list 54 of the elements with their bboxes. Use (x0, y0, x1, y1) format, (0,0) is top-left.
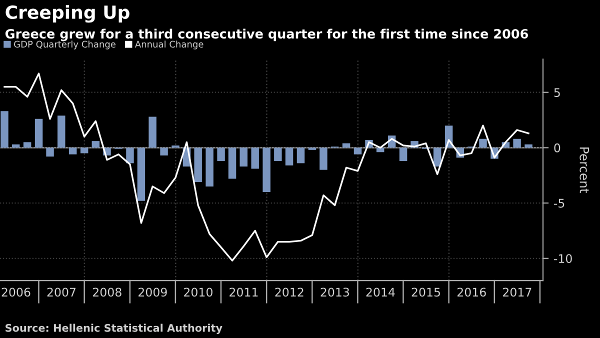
y-tick-label: 0 (554, 143, 560, 152)
bar (320, 148, 328, 170)
bar (148, 116, 156, 148)
x-tick-label: 2016 (457, 288, 486, 297)
x-tick-label: 2008 (92, 288, 122, 297)
bar (240, 148, 248, 167)
x-tick-label: 2014 (366, 288, 395, 297)
bar (46, 148, 54, 157)
x-tick-label: 2015 (412, 288, 440, 297)
x-tick-label: 2009 (138, 288, 167, 297)
chart-title: Creeping Up (6, 5, 130, 23)
source-note: Source: Hellenic Statistical Authority (6, 324, 222, 334)
bar (137, 148, 146, 201)
legend-label: GDP Quarterly Change (14, 40, 116, 50)
bar (68, 148, 77, 154)
bar (206, 148, 214, 186)
bar (433, 148, 442, 167)
bar (262, 148, 270, 192)
y-axis-title: Percent (580, 148, 589, 194)
x-tick-label: 2012 (275, 288, 304, 297)
bar (285, 148, 294, 166)
bar (34, 118, 43, 148)
x-tick-label: 2006 (2, 288, 30, 297)
bar (23, 142, 32, 148)
bar (0, 111, 8, 148)
bar (251, 148, 259, 169)
bar (58, 116, 66, 148)
x-tick-label: 2010 (184, 288, 212, 297)
chart-subtitle: Greece grew for a third consecutive quarter for the first time since 2006 (5, 28, 528, 42)
bar (217, 148, 225, 161)
x-tick-label: 2011 (230, 288, 258, 297)
bar (354, 148, 362, 154)
bar (80, 148, 88, 154)
x-tick-label: 2017 (503, 288, 532, 297)
bar (376, 148, 384, 152)
bar (524, 144, 532, 148)
bar (479, 138, 487, 148)
y-tick-label: -10 (554, 254, 572, 264)
legend-label: Annual Change (134, 40, 204, 50)
bar (399, 148, 408, 161)
bar (296, 148, 305, 164)
bar (92, 141, 100, 148)
bar (126, 148, 134, 164)
y-tick-label: 5 (554, 88, 560, 98)
x-tick-label: 2007 (47, 288, 76, 297)
bar (160, 148, 168, 156)
bar (274, 148, 282, 161)
bar (513, 138, 521, 148)
bar (194, 148, 202, 182)
line-series (4, 72, 530, 262)
bar (172, 145, 180, 148)
bar (228, 148, 236, 179)
y-tick-label: -5 (554, 198, 564, 208)
x-tick-label: 2013 (320, 288, 350, 297)
